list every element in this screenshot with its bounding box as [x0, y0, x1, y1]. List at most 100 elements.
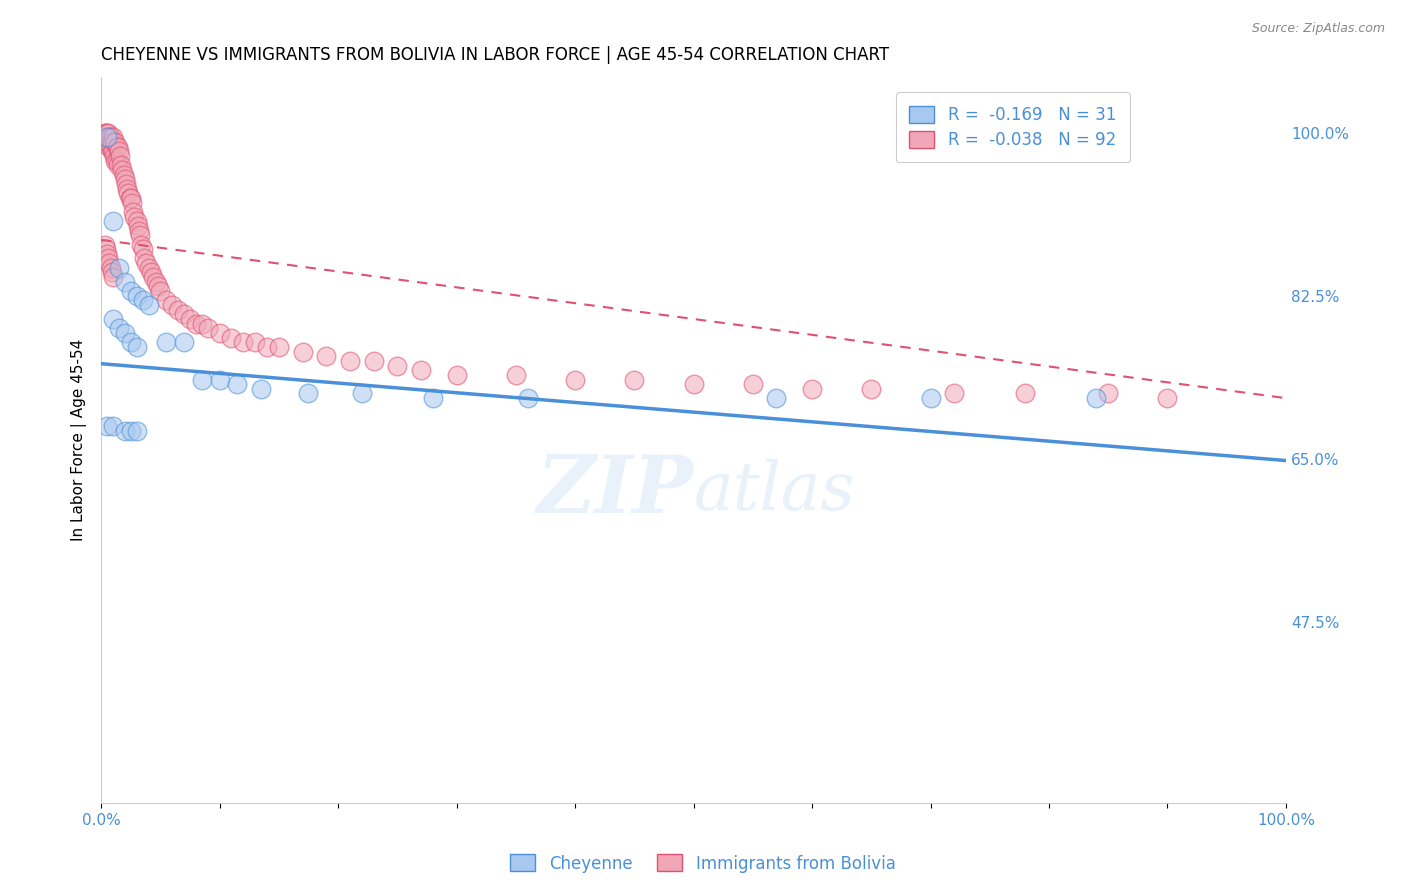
Point — [125, 340, 148, 354]
Point — [120, 284, 142, 298]
Point — [350, 386, 373, 401]
Point — [107, 139, 129, 153]
Point — [160, 298, 183, 312]
Point — [114, 326, 136, 340]
Point — [112, 168, 135, 182]
Point — [135, 256, 157, 270]
Point — [94, 126, 117, 140]
Point — [114, 424, 136, 438]
Point — [93, 237, 115, 252]
Point — [682, 377, 704, 392]
Point — [191, 317, 214, 331]
Point — [1156, 391, 1178, 405]
Point — [100, 139, 122, 153]
Point — [139, 265, 162, 279]
Point — [96, 126, 118, 140]
Point — [564, 372, 586, 386]
Point — [250, 382, 273, 396]
Point — [97, 126, 120, 140]
Point — [131, 237, 153, 252]
Point — [920, 391, 942, 405]
Point — [446, 368, 468, 382]
Point — [516, 391, 538, 405]
Point — [226, 377, 249, 392]
Point — [101, 265, 124, 279]
Point — [232, 335, 254, 350]
Point — [120, 424, 142, 438]
Point — [96, 247, 118, 261]
Point — [387, 359, 409, 373]
Point — [114, 275, 136, 289]
Point — [184, 317, 207, 331]
Legend: Cheyenne, Immigrants from Bolivia: Cheyenne, Immigrants from Bolivia — [503, 847, 903, 880]
Point — [101, 312, 124, 326]
Point — [132, 252, 155, 266]
Point — [256, 340, 278, 354]
Point — [138, 260, 160, 275]
Point — [173, 307, 195, 321]
Point — [101, 145, 124, 159]
Point — [197, 321, 219, 335]
Point — [93, 130, 115, 145]
Point — [243, 335, 266, 350]
Point — [208, 326, 231, 340]
Point — [943, 386, 966, 401]
Point — [339, 354, 361, 368]
Point — [221, 330, 243, 344]
Point — [131, 293, 153, 308]
Point — [108, 321, 131, 335]
Point — [291, 344, 314, 359]
Point — [173, 335, 195, 350]
Point — [741, 377, 763, 392]
Point — [125, 289, 148, 303]
Point — [105, 153, 128, 168]
Point — [120, 335, 142, 350]
Point — [107, 158, 129, 172]
Point — [118, 191, 141, 205]
Point — [108, 260, 131, 275]
Point — [105, 139, 128, 153]
Point — [149, 284, 172, 298]
Point — [315, 349, 337, 363]
Point — [801, 382, 824, 396]
Point — [98, 139, 121, 153]
Point — [115, 177, 138, 191]
Point — [117, 186, 139, 201]
Point — [101, 130, 124, 145]
Point — [765, 391, 787, 405]
Point — [101, 270, 124, 285]
Point — [145, 275, 167, 289]
Point — [267, 340, 290, 354]
Point — [1085, 391, 1108, 405]
Point — [122, 205, 145, 219]
Point — [860, 382, 883, 396]
Point — [98, 256, 121, 270]
Point — [93, 126, 115, 140]
Point — [1097, 386, 1119, 401]
Point — [97, 252, 120, 266]
Point — [142, 270, 165, 285]
Point — [101, 419, 124, 434]
Point — [100, 260, 122, 275]
Point — [179, 312, 201, 326]
Point — [155, 335, 177, 350]
Point — [297, 386, 319, 401]
Point — [208, 372, 231, 386]
Point — [125, 214, 148, 228]
Point — [623, 372, 645, 386]
Point — [98, 130, 121, 145]
Point — [124, 210, 146, 224]
Point — [115, 181, 138, 195]
Point — [1014, 386, 1036, 401]
Point — [94, 130, 117, 145]
Text: atlas: atlas — [693, 458, 855, 524]
Point — [108, 145, 131, 159]
Point — [128, 223, 150, 237]
Point — [129, 228, 152, 243]
Point — [363, 354, 385, 368]
Point — [100, 130, 122, 145]
Point — [108, 149, 131, 163]
Point — [96, 419, 118, 434]
Y-axis label: In Labor Force | Age 45-54: In Labor Force | Age 45-54 — [72, 339, 87, 541]
Point — [505, 368, 527, 382]
